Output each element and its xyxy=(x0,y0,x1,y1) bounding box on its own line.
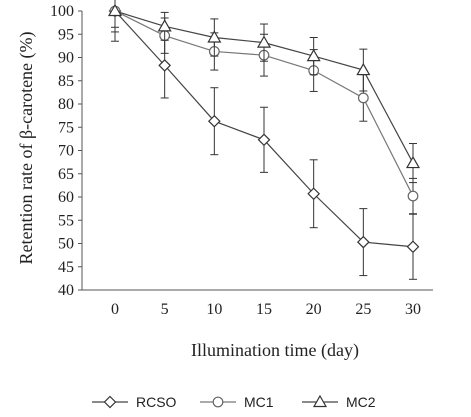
axes: 40 45 50 55 60 65 70 75 80 85 90 95 100 0 5 10 15 20 25 30 xyxy=(50,3,433,318)
data-point xyxy=(256,35,272,48)
x-tick-label: 20 xyxy=(306,301,322,318)
y-tick-label: 95 xyxy=(58,26,74,43)
data-point xyxy=(356,62,371,76)
x-tick-label: 5 xyxy=(161,301,169,318)
legend: RCSO MC1 MC2 xyxy=(92,394,376,410)
data-point xyxy=(306,48,321,62)
data-point xyxy=(356,235,370,249)
legend-marker xyxy=(103,395,117,409)
legend-item-mc1: MC1 xyxy=(200,394,274,410)
y-axis-title: Retention rate of β-carotene (%) xyxy=(16,31,37,264)
series-layer xyxy=(107,0,421,280)
x-tick-label: 25 xyxy=(355,301,371,318)
data-point xyxy=(257,133,271,147)
series-mc2 xyxy=(107,0,421,184)
y-tick-label: 60 xyxy=(58,189,74,206)
data-point xyxy=(207,30,222,43)
y-tick-label: 55 xyxy=(58,212,74,229)
legend-item-mc2: MC2 xyxy=(302,394,376,410)
x-tick-label: 30 xyxy=(405,301,421,318)
y-tick-label: 90 xyxy=(58,50,74,67)
data-point xyxy=(307,187,321,201)
y-tick-label: 80 xyxy=(58,96,74,113)
y-tick-label: 70 xyxy=(58,143,74,160)
data-point xyxy=(107,3,123,17)
y-tick-label: 100 xyxy=(50,3,74,20)
data-point xyxy=(157,19,172,32)
data-point xyxy=(357,92,369,104)
x-tick-label: 0 xyxy=(111,301,119,318)
data-point xyxy=(405,155,421,169)
data-point xyxy=(406,240,420,254)
x-axis-title: Illumination time (day) xyxy=(191,340,359,361)
y-tick-label: 85 xyxy=(58,73,74,90)
legend-marker xyxy=(312,394,328,408)
y-tick-label: 65 xyxy=(58,166,74,183)
x-tick-label: 15 xyxy=(256,301,272,318)
data-point xyxy=(407,190,419,202)
y-tick-label: 45 xyxy=(58,259,74,276)
y-tick-label: 50 xyxy=(58,236,74,253)
data-point xyxy=(207,114,221,128)
data-point xyxy=(158,59,172,72)
legend-marker xyxy=(212,396,224,408)
legend-label: MC2 xyxy=(346,394,376,410)
x-tick-label: 10 xyxy=(206,301,222,318)
legend-item-rcso: RCSO xyxy=(92,394,177,410)
y-tick-label: 40 xyxy=(58,282,74,299)
y-tick-label: 75 xyxy=(58,119,74,136)
legend-label: MC1 xyxy=(244,394,274,410)
legend-label: RCSO xyxy=(136,394,177,410)
